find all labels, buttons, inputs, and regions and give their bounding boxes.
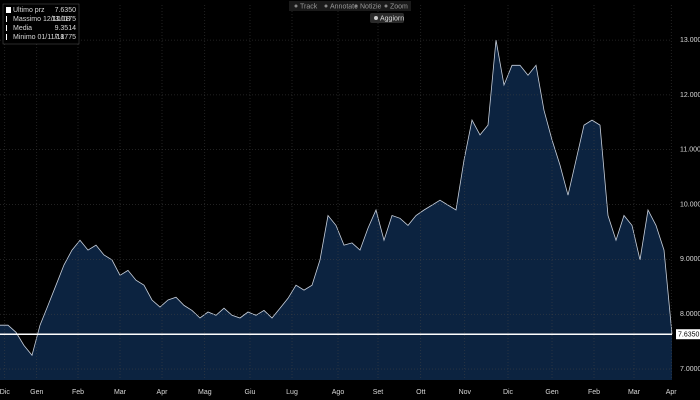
x-tick-label: Mag — [198, 389, 212, 396]
legend-label: Massimo 12/10/18 — [13, 16, 70, 23]
legend-label: Media — [13, 25, 32, 32]
legend-label: Ultimo prz — [13, 7, 45, 14]
y-tick-label: 13.0000 — [680, 37, 700, 44]
x-tick-label: Set — [373, 389, 384, 396]
refresh-label[interactable]: Aggiorn — [380, 15, 404, 22]
legend-value: 7.1775 — [55, 34, 77, 41]
legend-value: 9.3514 — [55, 25, 77, 32]
legend-swatch — [6, 34, 7, 40]
plot: 7.0000 8.0000 9.0000 10.0000 11.0000 12.0000 1… — [0, 5, 700, 396]
toolbar-icon — [294, 4, 298, 8]
legend-swatch — [6, 25, 7, 31]
y-tick-label: 7.0000 — [680, 366, 700, 373]
overlay: Aggiorn Ultimo prz 7.6350 Massimo 12/10/18… — [2, 1, 411, 45]
toolbar — [289, 1, 411, 11]
x-tick-label: Dic — [0, 389, 10, 396]
x-tick-label: Dic — [503, 389, 514, 396]
reference-label-box — [676, 329, 700, 340]
x-tick-label: Giu — [245, 389, 256, 396]
x-tick-label: Gen — [30, 389, 43, 396]
y-tick-label: 11.0000 — [680, 147, 700, 154]
y-tick-label: 12.0000 — [680, 92, 700, 99]
legend-swatch — [6, 7, 11, 13]
x-tick-label: Mar — [628, 389, 641, 396]
y-tick-label: 8.0000 — [680, 311, 700, 318]
x-tick-label: Nov — [459, 389, 472, 396]
x-tick-label: Lug — [286, 389, 298, 396]
legend-value: 13.1175 — [51, 16, 76, 23]
x-tick-label: Feb — [588, 389, 600, 396]
x-tick-label: Ago — [332, 389, 345, 396]
x-tick-label: Feb — [72, 389, 84, 396]
reference-label: 7.6350 — [678, 332, 700, 339]
toolbar-button[interactable]: Track — [300, 3, 318, 10]
y-tick-label: 9.0000 — [680, 256, 700, 263]
toolbar-button[interactable]: Notizie — [360, 3, 382, 10]
toolbar-icon — [324, 4, 328, 8]
x-tick-label: Apr — [666, 389, 678, 396]
y-tick-label: 10.0000 — [680, 201, 700, 208]
area — [0, 40, 672, 380]
x-tick-label: Gen — [545, 389, 558, 396]
refresh-icon — [374, 16, 378, 20]
legend-swatch — [6, 16, 7, 22]
refresh-button[interactable] — [370, 13, 404, 23]
x-tick-label: Ott — [416, 389, 425, 396]
toolbar-icon — [354, 4, 358, 8]
toolbar-button[interactable]: Annotate — [330, 3, 358, 10]
legend-value: 7.6350 — [55, 7, 77, 14]
x-tick-label: Mar — [114, 389, 127, 396]
toolbar-button[interactable]: Zoom — [390, 3, 408, 10]
price-line — [0, 40, 673, 357]
x-tick-label: Apr — [157, 389, 169, 396]
toolbar-icon — [384, 4, 388, 8]
legend-box — [2, 3, 80, 45]
legend-label: Minimo 01/11/18 — [13, 34, 64, 41]
